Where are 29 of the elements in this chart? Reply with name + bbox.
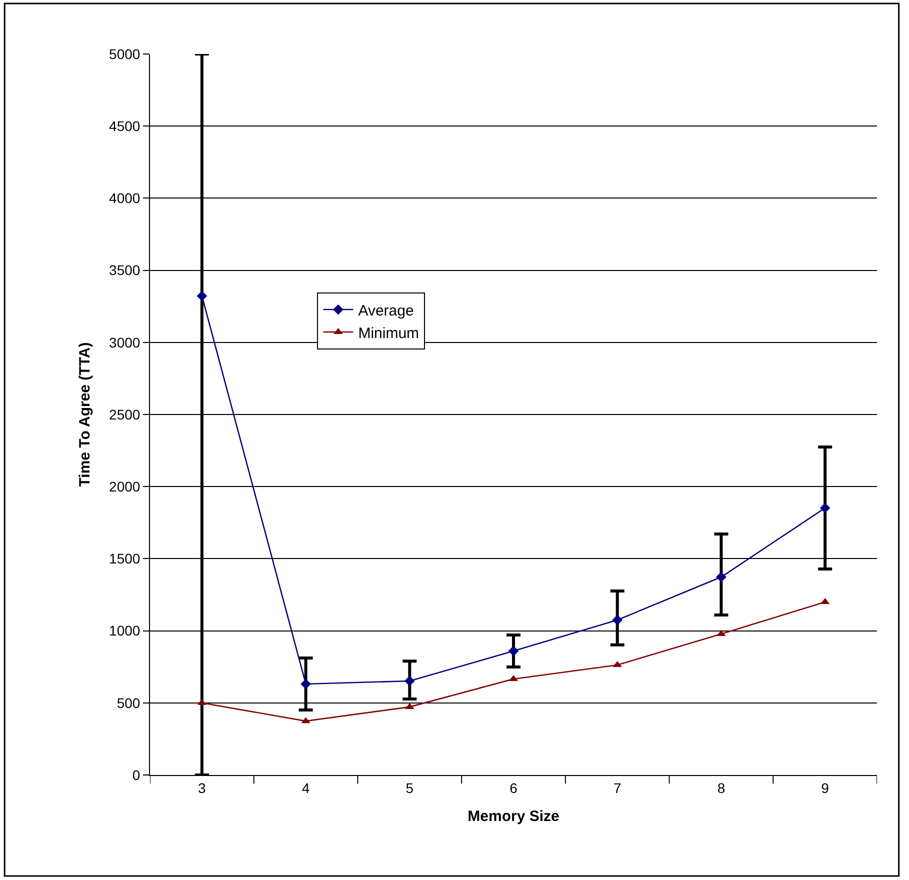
- y-tick-label: 1500: [109, 550, 140, 567]
- y-tick-label: 5000: [109, 46, 140, 62]
- y-tick-label: 3000: [109, 334, 140, 350]
- y-tick-label: 3500: [109, 262, 140, 278]
- point: [508, 646, 519, 656]
- y-tick-label: 2500: [109, 406, 140, 422]
- point: [196, 290, 208, 302]
- y-tick-label: 4500: [109, 118, 140, 134]
- y-tick-label: 2000: [109, 478, 140, 494]
- point: [612, 614, 623, 626]
- y-tick-label: 500: [116, 694, 140, 711]
- x-axis-title: Memory Size: [468, 808, 560, 825]
- x-tick-label: 9: [821, 780, 830, 796]
- x-tick-label: 5: [406, 780, 414, 796]
- y-tick-label: 4000: [109, 190, 140, 206]
- point: [300, 678, 311, 690]
- x-tick-label: 6: [510, 780, 518, 796]
- y-axis-title: Time To Agree (TTA): [76, 342, 94, 487]
- x-tick-label: 4: [302, 780, 310, 796]
- x-tick-label: 3: [198, 780, 206, 796]
- point: [404, 676, 415, 686]
- y-tick-label: 0: [132, 766, 140, 783]
- point: [716, 572, 726, 582]
- y-tick-label: 1000: [109, 622, 140, 639]
- legend-label: Average: [358, 302, 414, 320]
- x-tick-label: 8: [717, 780, 726, 796]
- x-tick-label: 7: [613, 780, 622, 796]
- point: [820, 502, 830, 514]
- legend-label: Minimum: [358, 324, 420, 342]
